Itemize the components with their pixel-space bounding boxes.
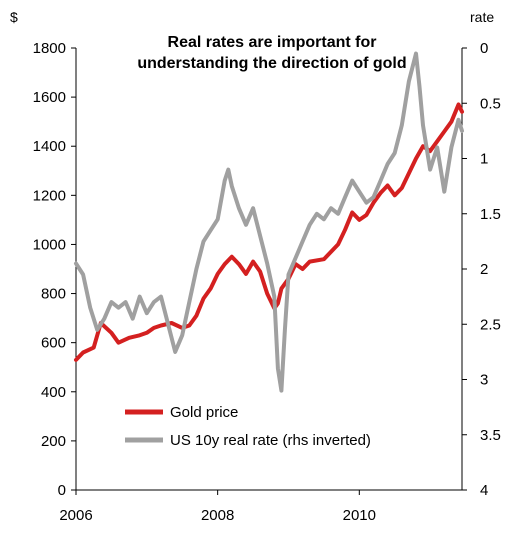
- left-tick-label: 0: [58, 482, 66, 499]
- x-tick-label: 2010: [343, 507, 376, 524]
- left-tick-label: 1600: [33, 89, 66, 106]
- left-tick-label: 400: [41, 384, 66, 401]
- series-line-us-10y-real-rate: [74, 51, 464, 393]
- legend-label-gold-price: Gold price: [170, 404, 238, 421]
- series-line-gold-price: [74, 102, 464, 362]
- right-tick-label: 3: [480, 372, 488, 389]
- right-tick-label: 0.5: [480, 95, 501, 112]
- legend-label-us-10y-real-rate: US 10y real rate (rhs inverted): [170, 432, 371, 449]
- left-tick-label: 200: [41, 433, 66, 450]
- series-layer: [74, 51, 464, 393]
- left-tick-label: 800: [41, 286, 66, 303]
- left-tick-label: 1000: [33, 236, 66, 253]
- axes: 0 200 400 600 800 1000 1200 1400 1600 1800 0 0.5 1 1.…: [33, 40, 501, 524]
- x-tick-label: 2008: [201, 507, 234, 524]
- right-tick-label: 1: [480, 151, 488, 168]
- right-tick-label: 1.5: [480, 206, 501, 223]
- x-tick-label: 2006: [59, 507, 92, 524]
- right-tick-label: 4: [480, 482, 488, 499]
- right-tick-label: 2.5: [480, 316, 501, 333]
- left-tick-label: 1200: [33, 187, 66, 204]
- chart-title-line-2: understanding the direction of gold: [137, 55, 406, 72]
- right-axis-unit: rate: [470, 9, 494, 25]
- right-tick-label: 2: [480, 261, 488, 278]
- right-tick-label: 0: [480, 40, 488, 57]
- right-tick-label: 3.5: [480, 427, 501, 444]
- chart-title-line-1: Real rates are important for: [168, 34, 377, 51]
- left-tick-label: 1800: [33, 40, 66, 57]
- left-tick-label: 1400: [33, 138, 66, 155]
- legend: Gold price US 10y real rate (rhs inverte…: [125, 404, 371, 449]
- left-axis-unit: $: [10, 9, 18, 25]
- left-tick-label: 600: [41, 335, 66, 352]
